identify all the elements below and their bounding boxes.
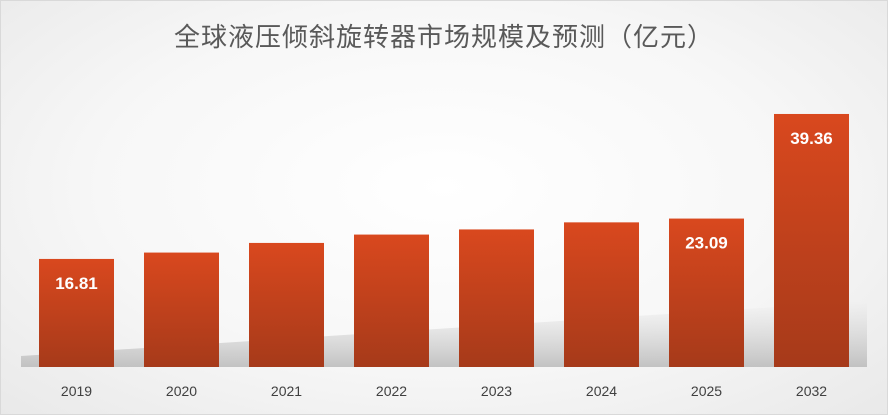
bar-2024: [564, 222, 639, 367]
bar-2022: [354, 234, 429, 367]
data-label-2025: 23.09: [685, 234, 728, 253]
chart-title: 全球液压倾斜旋转器市场规模及预测（亿元）: [173, 23, 714, 53]
x-tick-2032: 2032: [796, 383, 827, 399]
bar-2019: [39, 258, 114, 367]
floor-shadow: [21, 301, 867, 367]
data-label-2032: 39.36: [790, 129, 833, 148]
bar-2032: [774, 113, 849, 367]
x-tick-2023: 2023: [481, 383, 512, 399]
bar-2021: [249, 242, 324, 367]
x-tick-2021: 2021: [271, 383, 302, 399]
data-label-2019: 16.81: [55, 274, 98, 293]
x-tick-2024: 2024: [586, 383, 617, 399]
bar-2023: [459, 229, 534, 367]
x-tick-2022: 2022: [376, 383, 407, 399]
x-tick-2019: 2019: [61, 383, 92, 399]
x-tick-2020: 2020: [166, 383, 197, 399]
bar-2020: [144, 252, 219, 367]
x-tick-2025: 2025: [691, 383, 722, 399]
bar-2025: [669, 218, 744, 367]
